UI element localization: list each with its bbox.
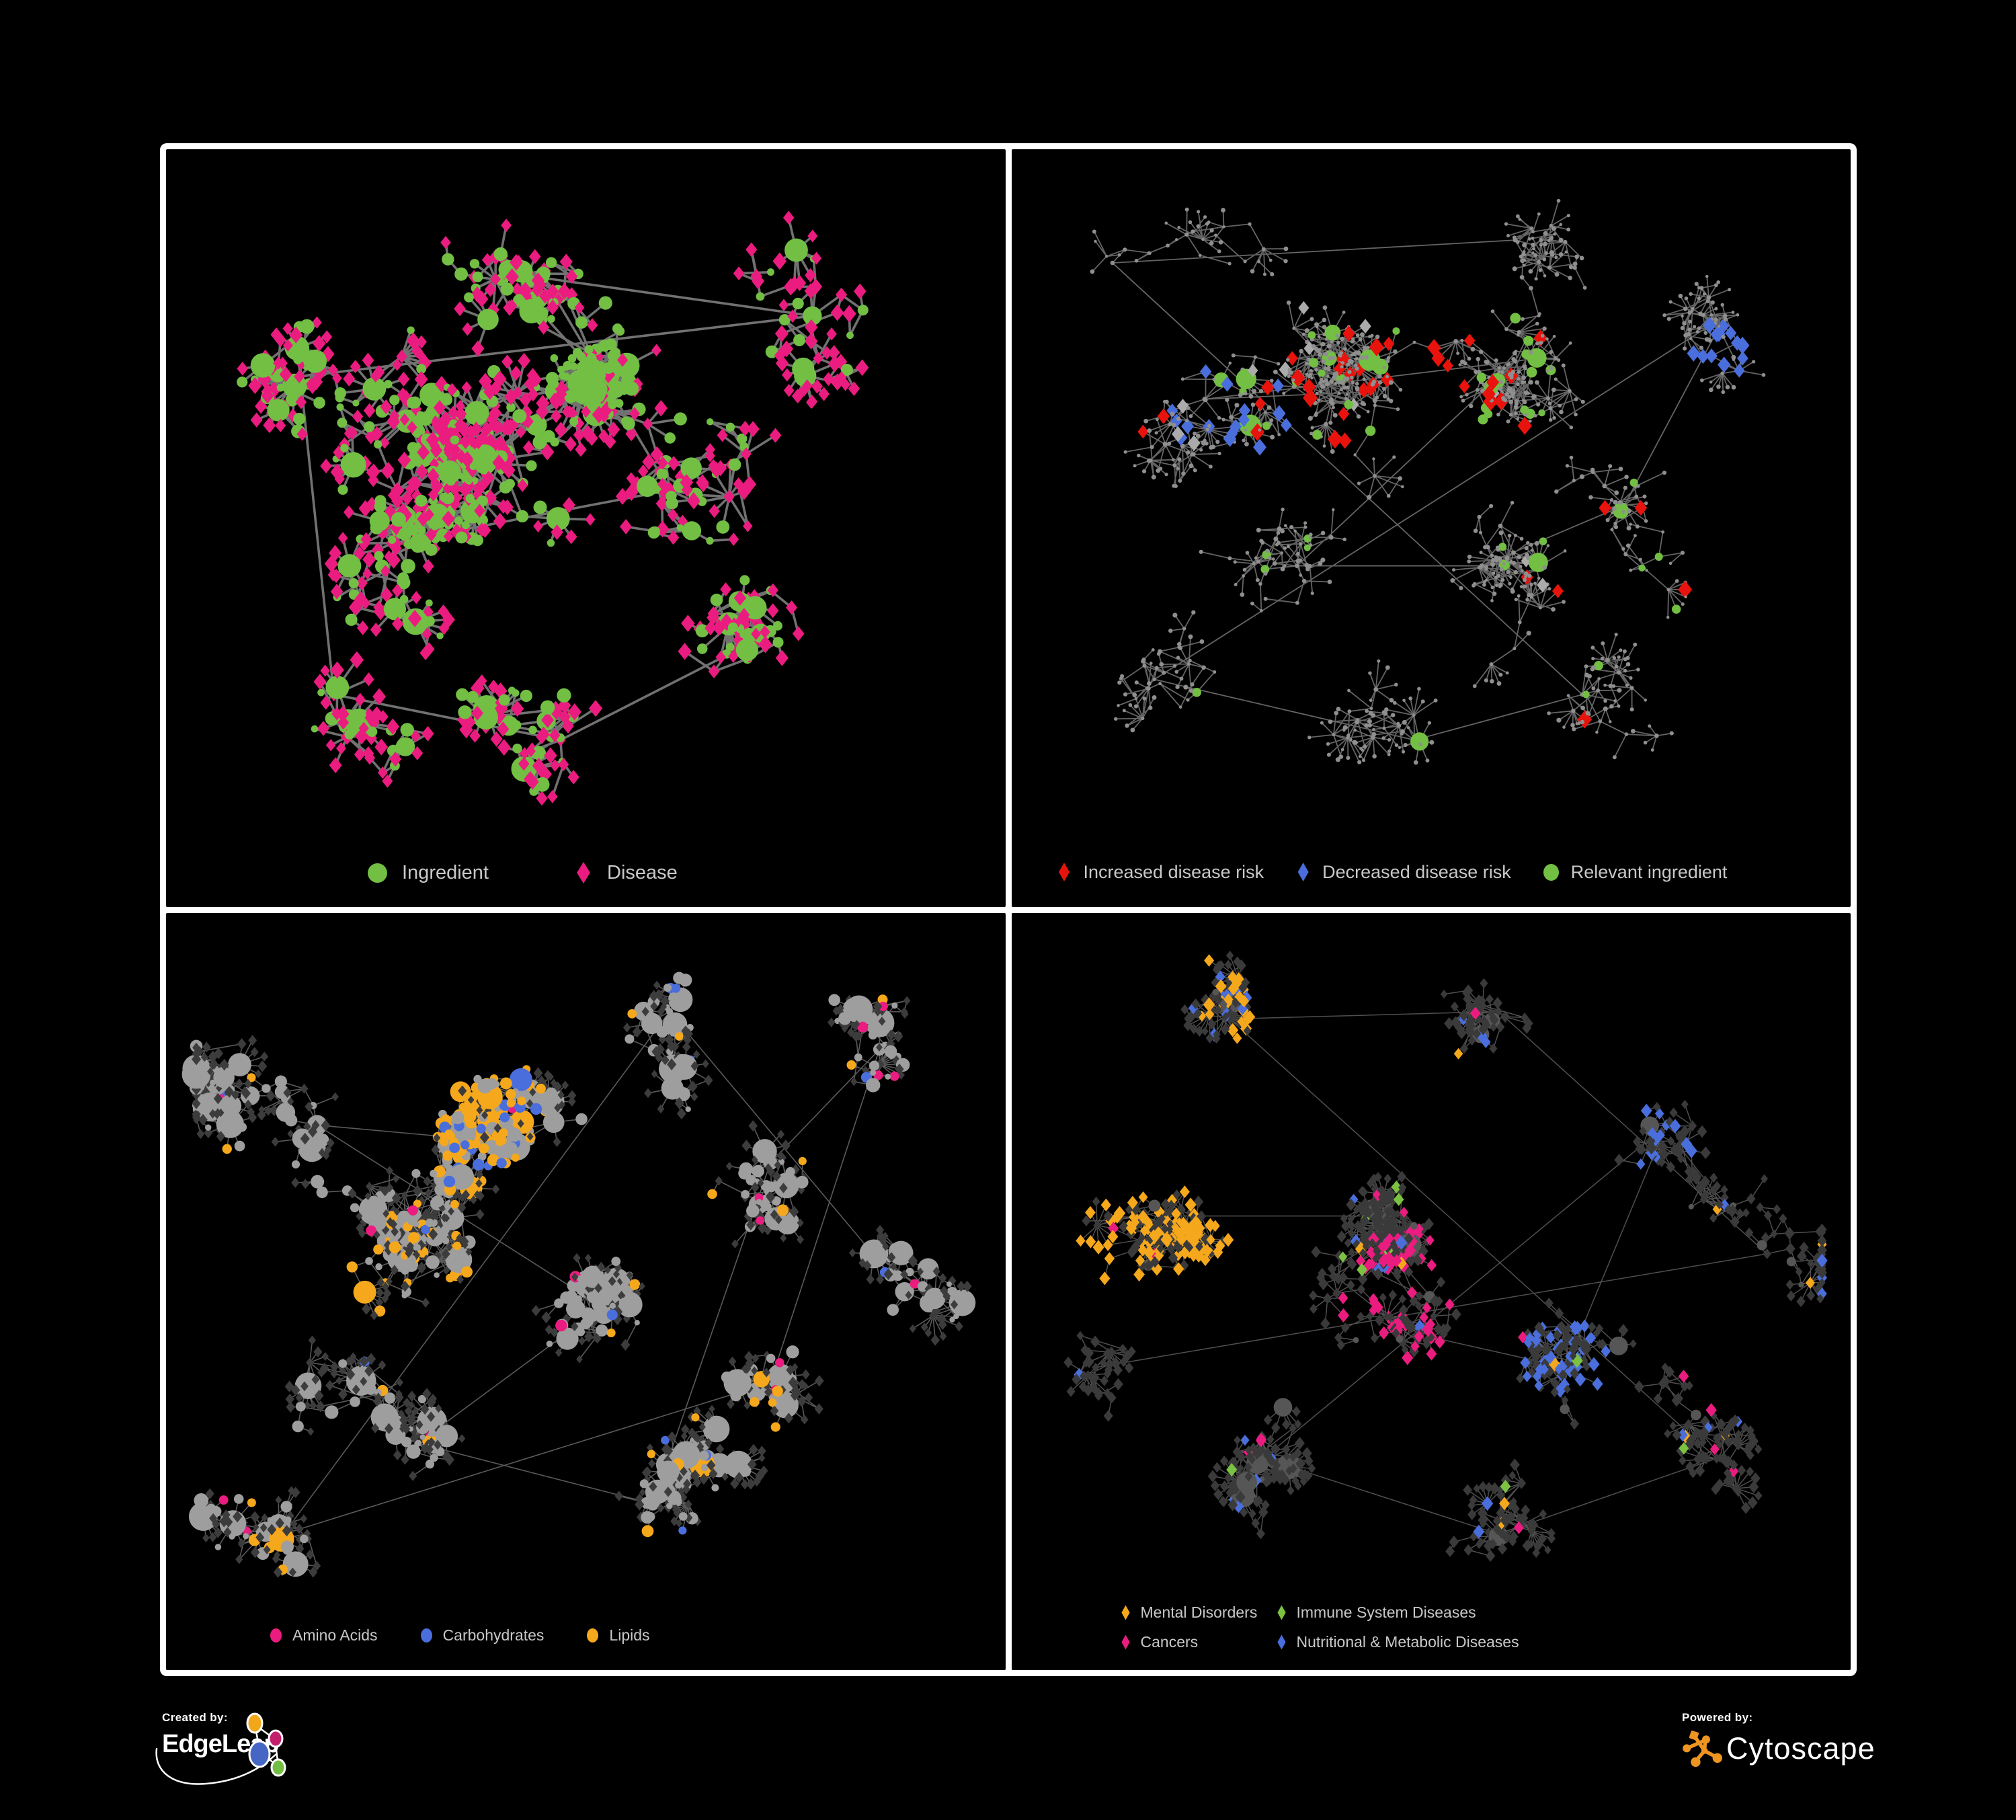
legend-label: Lipids <box>609 1626 650 1644</box>
legend-item: Disease <box>575 862 678 884</box>
network-nutrient-classes <box>166 913 1006 1671</box>
legend-label: Amino Acids <box>292 1626 378 1644</box>
legend-label: Immune System Diseases <box>1296 1604 1476 1621</box>
cytoscape-network-icon <box>1683 1731 1722 1767</box>
powered-by-label: Powered by: <box>1682 1711 1753 1724</box>
legend-item: Immune System Diseases <box>1277 1604 1519 1622</box>
network-grid: Ingredient Disease Increased disease risk… <box>160 143 1857 1676</box>
legend-marker-diamond <box>577 862 590 883</box>
edgeleap-network-icon <box>246 1712 286 1777</box>
legend-item: Carbohydrates <box>420 1626 545 1645</box>
legend-item: Increased disease risk <box>1057 862 1264 883</box>
legend-item: Mental Disorders <box>1121 1604 1257 1622</box>
cytoscape-credit: Powered by: Cytoscape <box>1682 1711 1924 1770</box>
legend-marker-diamond <box>1059 863 1070 881</box>
legend-item: Amino Acids <box>270 1626 378 1645</box>
legend-label: Disease <box>607 861 678 883</box>
legend-label: Carbohydrates <box>442 1626 545 1644</box>
legend-disease-risk: Increased disease risk Decreased disease … <box>1057 861 1728 883</box>
panel-disease-classes: Mental Disorders Immune System Diseases Ca… <box>1011 912 1851 1671</box>
legend-marker-circle <box>368 863 387 883</box>
legend-label: Increased disease risk <box>1083 861 1264 882</box>
edgeleap-credit: Created by: EdgeLeap <box>155 1711 364 1785</box>
legend-marker-diamond <box>1121 1605 1130 1620</box>
legend-item: Decreased disease risk <box>1296 862 1511 883</box>
legend-marker-diamond <box>1297 863 1309 881</box>
panel-disease-risk: Increased disease risk Decreased disease … <box>1011 149 1851 907</box>
created-by-label: Created by: <box>162 1711 228 1724</box>
legend-marker-diamond <box>1121 1634 1130 1650</box>
legend-item: Nutritional & Metabolic Diseases <box>1277 1633 1519 1651</box>
network-disease-classes <box>1012 913 1851 1671</box>
legend-disease-classes: Mental Disorders Immune System Diseases Ca… <box>1121 1604 1519 1651</box>
legend-ingredient-disease: Ingredient Disease <box>368 862 678 884</box>
legend-marker-circle <box>1543 863 1559 881</box>
panel-ingredient-disease: Ingredient Disease <box>166 149 1006 907</box>
legend-label: Decreased disease risk <box>1322 861 1511 882</box>
legend-label: Ingredient <box>402 861 489 883</box>
legend-label: Relevant ingredient <box>1570 861 1728 882</box>
legend-marker-diamond <box>1277 1605 1286 1620</box>
legend-item: Relevant ingredient <box>1543 861 1728 883</box>
legend-nutrient-classes: Amino Acids Carbohydrates Lipids <box>270 1626 650 1645</box>
network-disease-risk <box>1012 149 1851 907</box>
legend-label: Nutritional & Metabolic Diseases <box>1296 1633 1519 1651</box>
legend-marker-diamond <box>1277 1634 1286 1650</box>
legend-label: Cancers <box>1140 1633 1199 1651</box>
legend-marker-circle <box>270 1628 282 1643</box>
legend-label: Mental Disorders <box>1140 1604 1258 1621</box>
panel-nutrient-classes: Amino Acids Carbohydrates Lipids <box>166 912 1006 1671</box>
edgeleap-logo: EdgeLeap <box>155 1712 364 1785</box>
cytoscape-logo-text: Cytoscape <box>1726 1731 1876 1766</box>
legend-marker-circle <box>420 1628 432 1643</box>
network-ingredient-disease <box>166 149 1006 907</box>
legend-marker-circle <box>587 1628 599 1643</box>
legend-item: Lipids <box>587 1626 650 1645</box>
cytoscape-logo: Cytoscape <box>1682 1727 1924 1770</box>
legend-item: Cancers <box>1121 1633 1252 1651</box>
legend-item: Ingredient <box>368 862 489 884</box>
